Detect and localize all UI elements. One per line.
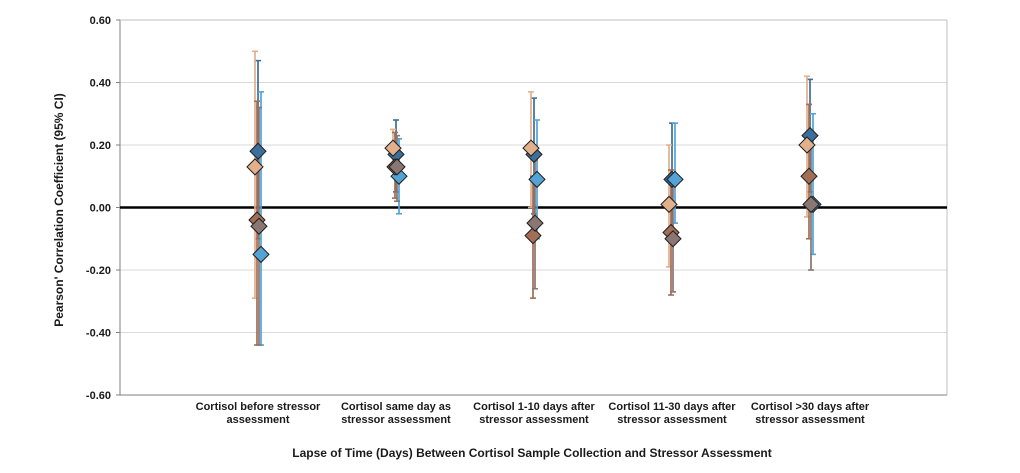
data-points [246,126,822,264]
data-point-diamond [249,142,267,160]
data-point-diamond [522,139,540,157]
y-tick-label: -0.60 [86,390,111,402]
y-tick-label: 0.40 [90,78,111,90]
data-point-diamond [246,158,264,176]
error-bars [252,50,816,346]
data-point-diamond [528,170,546,189]
y-axis-title: Pearson' Correlation Coefficient (95% CI… [52,93,66,327]
y-tick-label: 0.00 [90,203,111,215]
y-tick-label: 0.20 [90,140,111,152]
data-point-diamond [802,195,820,214]
data-point-diamond [252,245,270,264]
data-point-diamond [388,158,406,176]
x-axis-title: Lapse of Time (Days) Between Cortisol Sa… [292,446,771,460]
y-tick-label: 0.60 [90,15,111,27]
axis-labels: 0.60 0.40 0.20 0.00 -0.20 -0.40 -0.60 Cortisol … [86,15,870,426]
x-category-label: Cortisol 11-30 days after stressor assess… [608,401,736,426]
data-point-diamond [384,139,402,157]
y-tick-label: -0.20 [86,265,111,277]
data-point-diamond [666,170,684,189]
y-tick-label: -0.40 [86,328,111,340]
data-point-diamond [800,167,818,185]
x-category-label: Cortisol before stressor assessment [196,401,321,426]
data-point-diamond [660,195,678,214]
x-category-label: Cortisol same day as stressor assessment [341,401,451,426]
data-point-diamond [524,226,542,245]
x-category-label: Cortisol 1-10 days after stressor assessm… [473,401,595,426]
data-point-diamond [664,230,682,248]
data-point-diamond [526,214,544,232]
data-point-diamond [250,217,268,235]
data-point-diamond [798,136,816,154]
x-category-label: Cortisol >30 days after stressor assessme… [751,401,870,426]
